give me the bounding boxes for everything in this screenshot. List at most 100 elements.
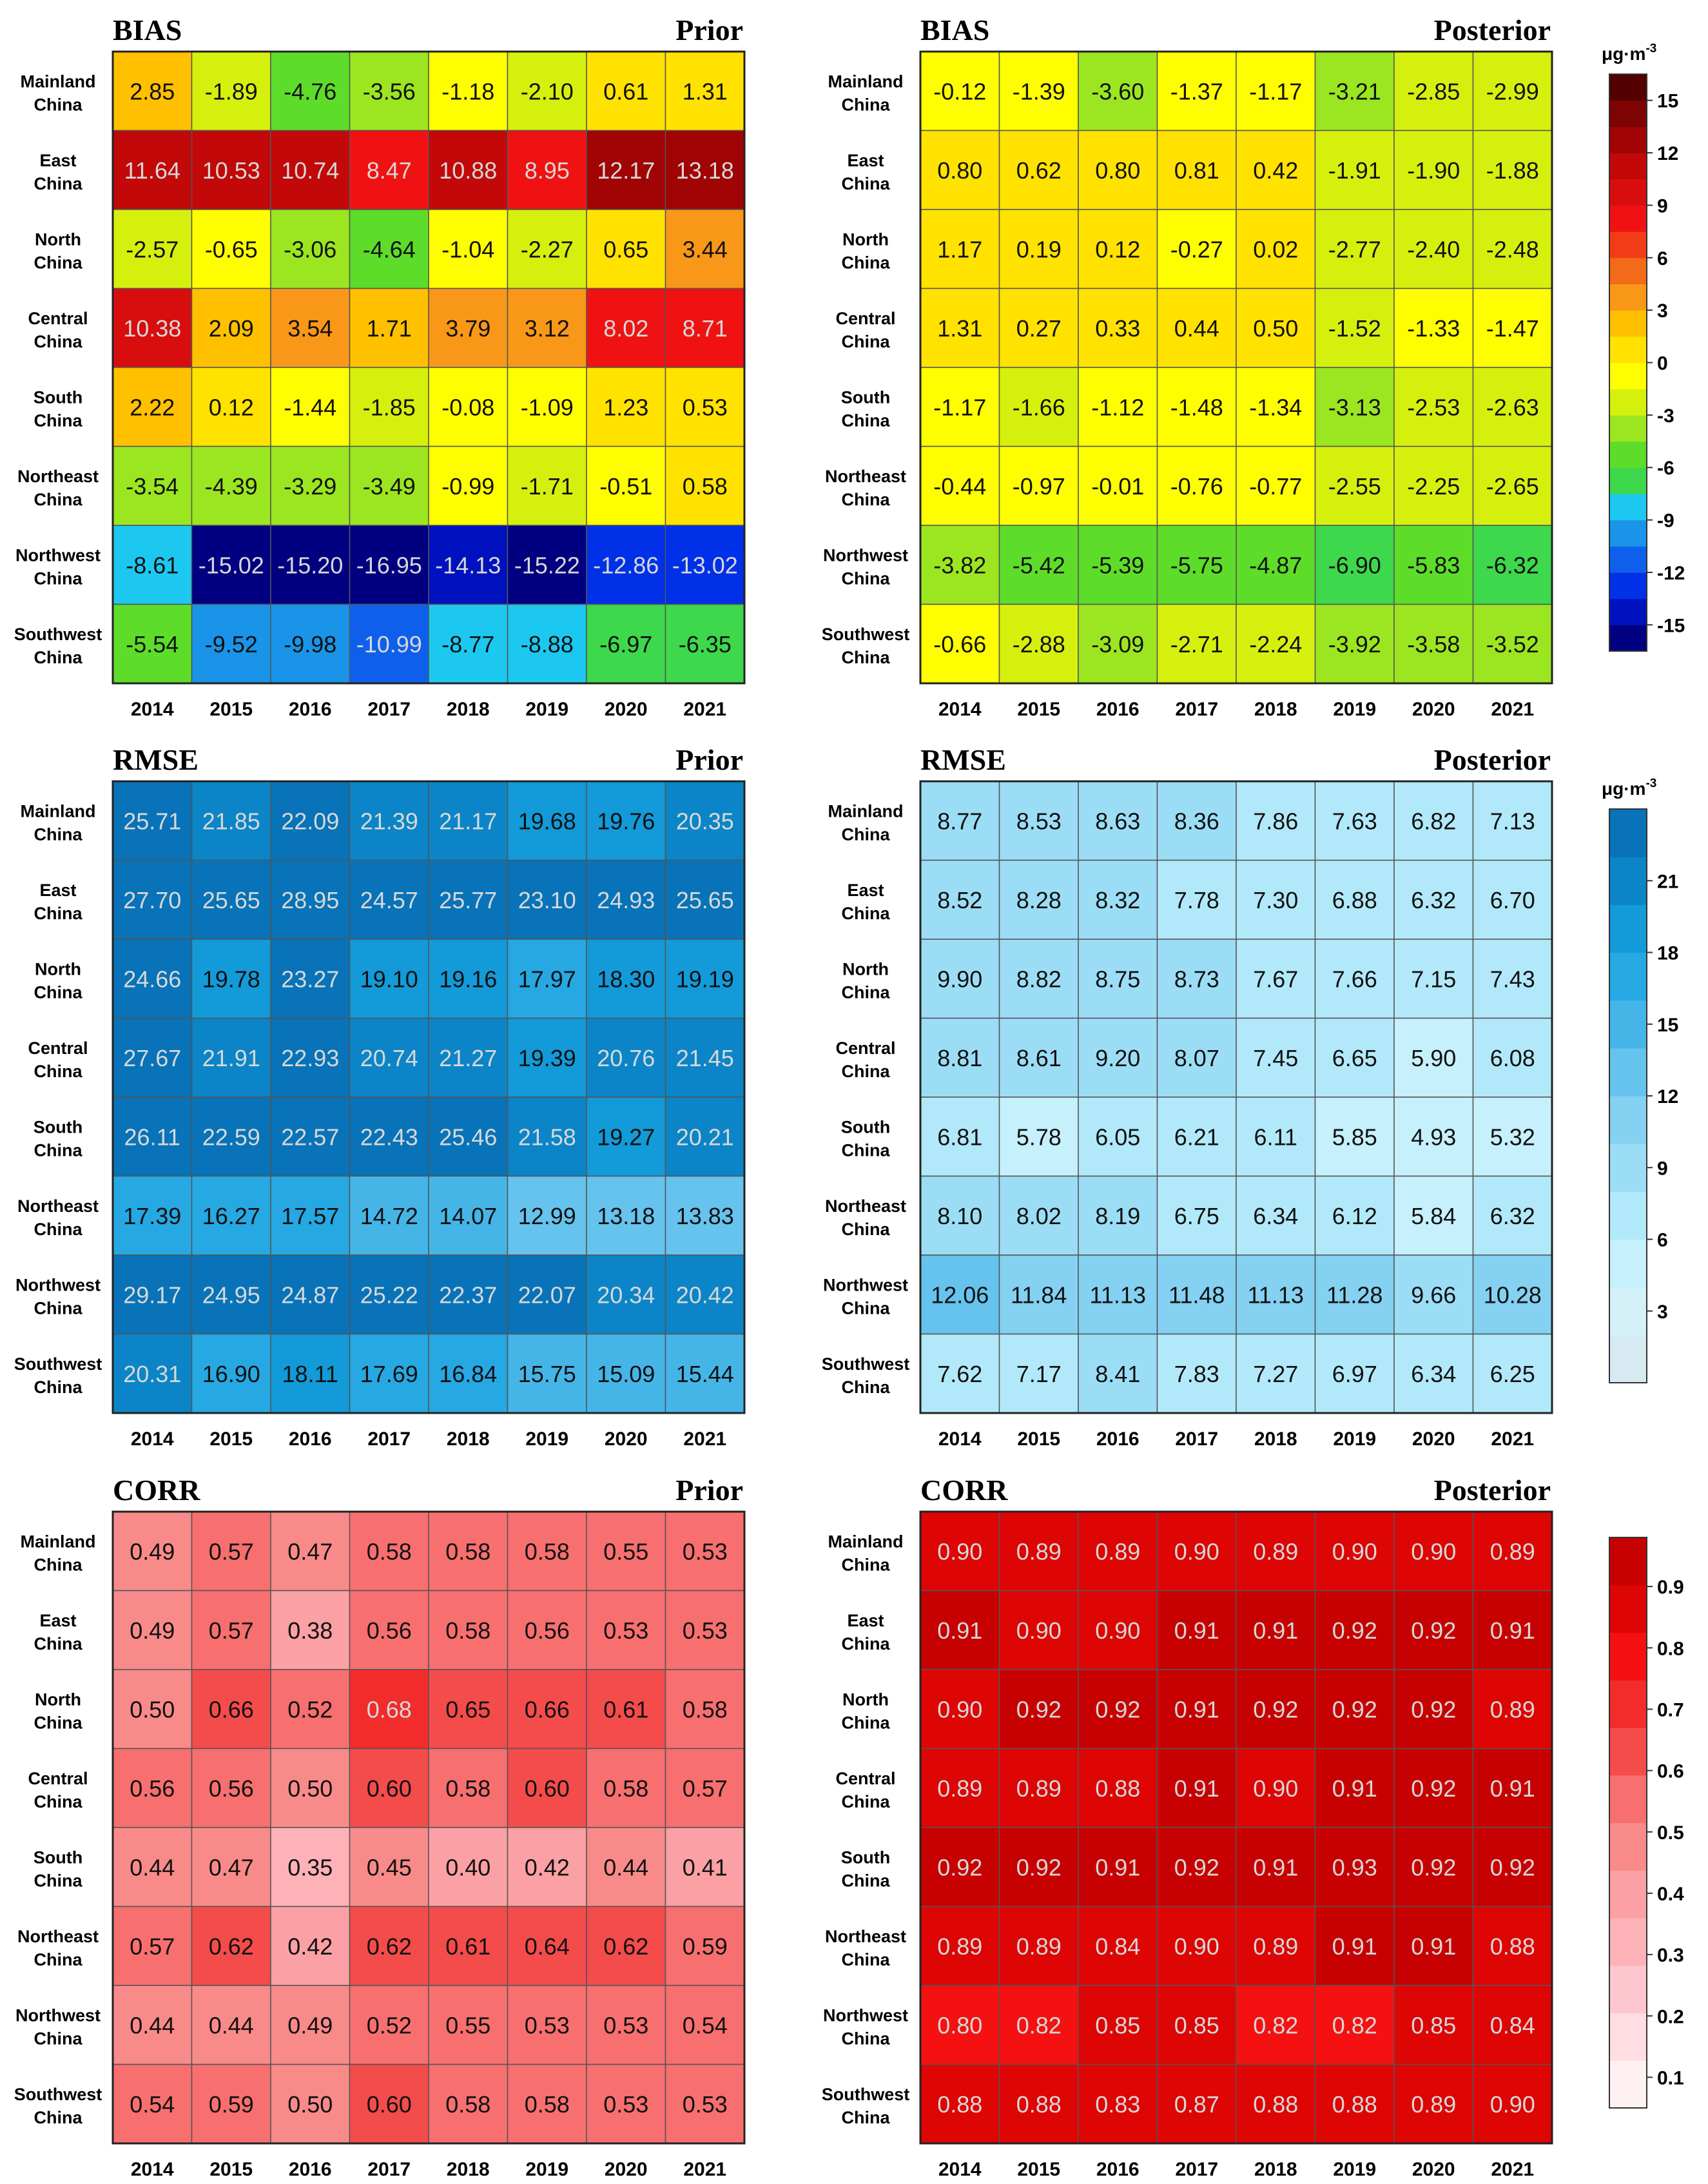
cell-value-label: -2.88 (1013, 631, 1065, 658)
heatmap-cell (1314, 1748, 1395, 1828)
column-label: 2015 (209, 2159, 253, 2180)
row-label-line1: Southwest (14, 1354, 102, 1374)
heatmap-cell (1078, 51, 1158, 132)
heatmap-cell (665, 1748, 745, 1828)
heatmap-cell (349, 51, 429, 132)
heatmap-cell (920, 1669, 1000, 1750)
cell-value-label: 0.53 (603, 2091, 648, 2118)
cell-value-label: 0.68 (367, 1696, 412, 1722)
colorbar-segment (1609, 389, 1647, 416)
heatmap-cell (665, 1985, 745, 2065)
row-label-line1: Northwest (15, 2005, 101, 2025)
column-label: 2021 (683, 1428, 726, 1450)
cell-value-label: 0.33 (1095, 315, 1140, 342)
cell-value-label: 0.85 (1411, 2012, 1456, 2038)
panel-stage-title: Posterior (1434, 14, 1551, 46)
heatmap-cell (270, 1017, 351, 1098)
cell-value-label: 11.13 (1090, 1282, 1146, 1308)
cell-value-label: 0.49 (130, 1538, 175, 1565)
colorbar-tick-label: 0.9 (1657, 1577, 1684, 1598)
cell-value-label: 10.53 (202, 157, 260, 184)
heatmap-cell (1156, 1511, 1237, 1592)
heatmap-cell (1472, 1097, 1553, 1177)
heatmap-cell (507, 1333, 587, 1414)
cell-value-label: 5.90 (1411, 1045, 1456, 1071)
panel-metric-title: RMSE (920, 743, 1006, 776)
heatmap-cell (428, 525, 509, 605)
heatmap-cell (191, 939, 271, 1019)
row-label-line2: China (841, 824, 890, 844)
row-label-line1: Northeast (17, 467, 99, 486)
cell-value-label: 19.68 (518, 808, 576, 834)
heatmap-cell (112, 288, 193, 368)
cell-value-label: -0.44 (933, 473, 986, 500)
cell-value-label: 2.22 (130, 394, 175, 420)
cell-value-label: 24.87 (281, 1282, 339, 1308)
cell-value-label: 0.58 (525, 2091, 570, 2118)
cell-value-label: -3.52 (1486, 631, 1539, 658)
heatmap-cell (998, 859, 1079, 940)
row-label-line1: Mainland (20, 801, 95, 821)
cell-value-label: 0.50 (287, 2091, 333, 2118)
row-label-line2: China (841, 1555, 890, 1574)
heatmap-cell (191, 525, 271, 605)
cell-value-label: 16.84 (439, 1361, 497, 1387)
heatmap-cell (270, 1254, 351, 1335)
cell-value-label: 0.58 (367, 1538, 412, 1565)
heatmap-cell (1156, 1748, 1237, 1828)
row-label-line2: China (34, 1220, 82, 1239)
heatmap-cell (507, 209, 587, 289)
cell-value-label: 19.19 (676, 966, 734, 992)
heatmap-cell (428, 859, 509, 940)
cell-value-label: 0.88 (1253, 2091, 1298, 2118)
column-label: 2017 (367, 1428, 411, 1450)
row-label-line1: Northwest (823, 545, 908, 565)
heatmap-cell (428, 1748, 509, 1828)
cell-value-label: -2.71 (1170, 631, 1223, 658)
cell-value-label: -1.04 (442, 236, 494, 262)
heatmap-cell (428, 1590, 509, 1670)
colorbar-segment (1609, 1537, 1647, 1586)
cell-value-label: -0.08 (442, 394, 494, 420)
column-label: 2014 (938, 1428, 982, 1450)
cell-value-label: 27.67 (123, 1045, 181, 1071)
colorbar-segment (1609, 100, 1647, 127)
column-label: 2014 (131, 699, 174, 720)
heatmap-cell (1236, 939, 1316, 1019)
heatmap-cell (1236, 445, 1316, 526)
heatmap-cell (428, 781, 509, 861)
cell-value-label: 0.66 (209, 1696, 254, 1722)
cell-value-label: 8.02 (603, 315, 648, 342)
cell-value-label: 7.17 (1016, 1361, 1062, 1387)
colorbar-tick-label: 15 (1657, 91, 1678, 112)
heatmap-cell (349, 1175, 429, 1256)
cell-value-label: 0.91 (1174, 1617, 1219, 1644)
heatmap-cell (998, 781, 1079, 861)
colorbar-tick-label: 0.4 (1657, 1884, 1684, 1905)
cell-value-label: 0.91 (1411, 1933, 1456, 1960)
row-label-line2: China (34, 332, 82, 351)
row-label-line1: Central (835, 1038, 895, 1058)
heatmap-cell (191, 1097, 271, 1177)
cell-value-label: 8.61 (1016, 1045, 1062, 1071)
cell-value-label: -1.85 (363, 394, 416, 420)
colorbar-tick-label: 9 (1657, 195, 1668, 217)
cell-value-label: 0.54 (683, 2012, 728, 2038)
cell-value-label: 0.40 (445, 1854, 490, 1880)
cell-value-label: 6.97 (1332, 1361, 1377, 1387)
cell-value-label: 6.08 (1490, 1045, 1535, 1071)
colorbar-bias: 15 12 9 6 3 0 -3 -6 -9 -12 -15 μg·m-3 (1602, 42, 1685, 652)
colorbar-tick-label: 0.1 (1657, 2067, 1684, 2089)
cell-value-label: 6.70 (1490, 887, 1535, 913)
cell-value-label: 0.57 (209, 1617, 254, 1644)
heatmap-cell (270, 1511, 351, 1592)
cell-value-label: -5.54 (126, 631, 179, 658)
heatmap-cell (920, 939, 1000, 1019)
heatmap-cell (270, 445, 351, 526)
heatmap-cell (1314, 1017, 1395, 1098)
heatmap-cell (998, 939, 1079, 1019)
cell-value-label: -1.39 (1013, 78, 1065, 104)
heatmap-cell (428, 51, 509, 132)
cell-value-label: 8.53 (1016, 808, 1062, 834)
row-label-line1: Southwest (822, 1354, 910, 1374)
